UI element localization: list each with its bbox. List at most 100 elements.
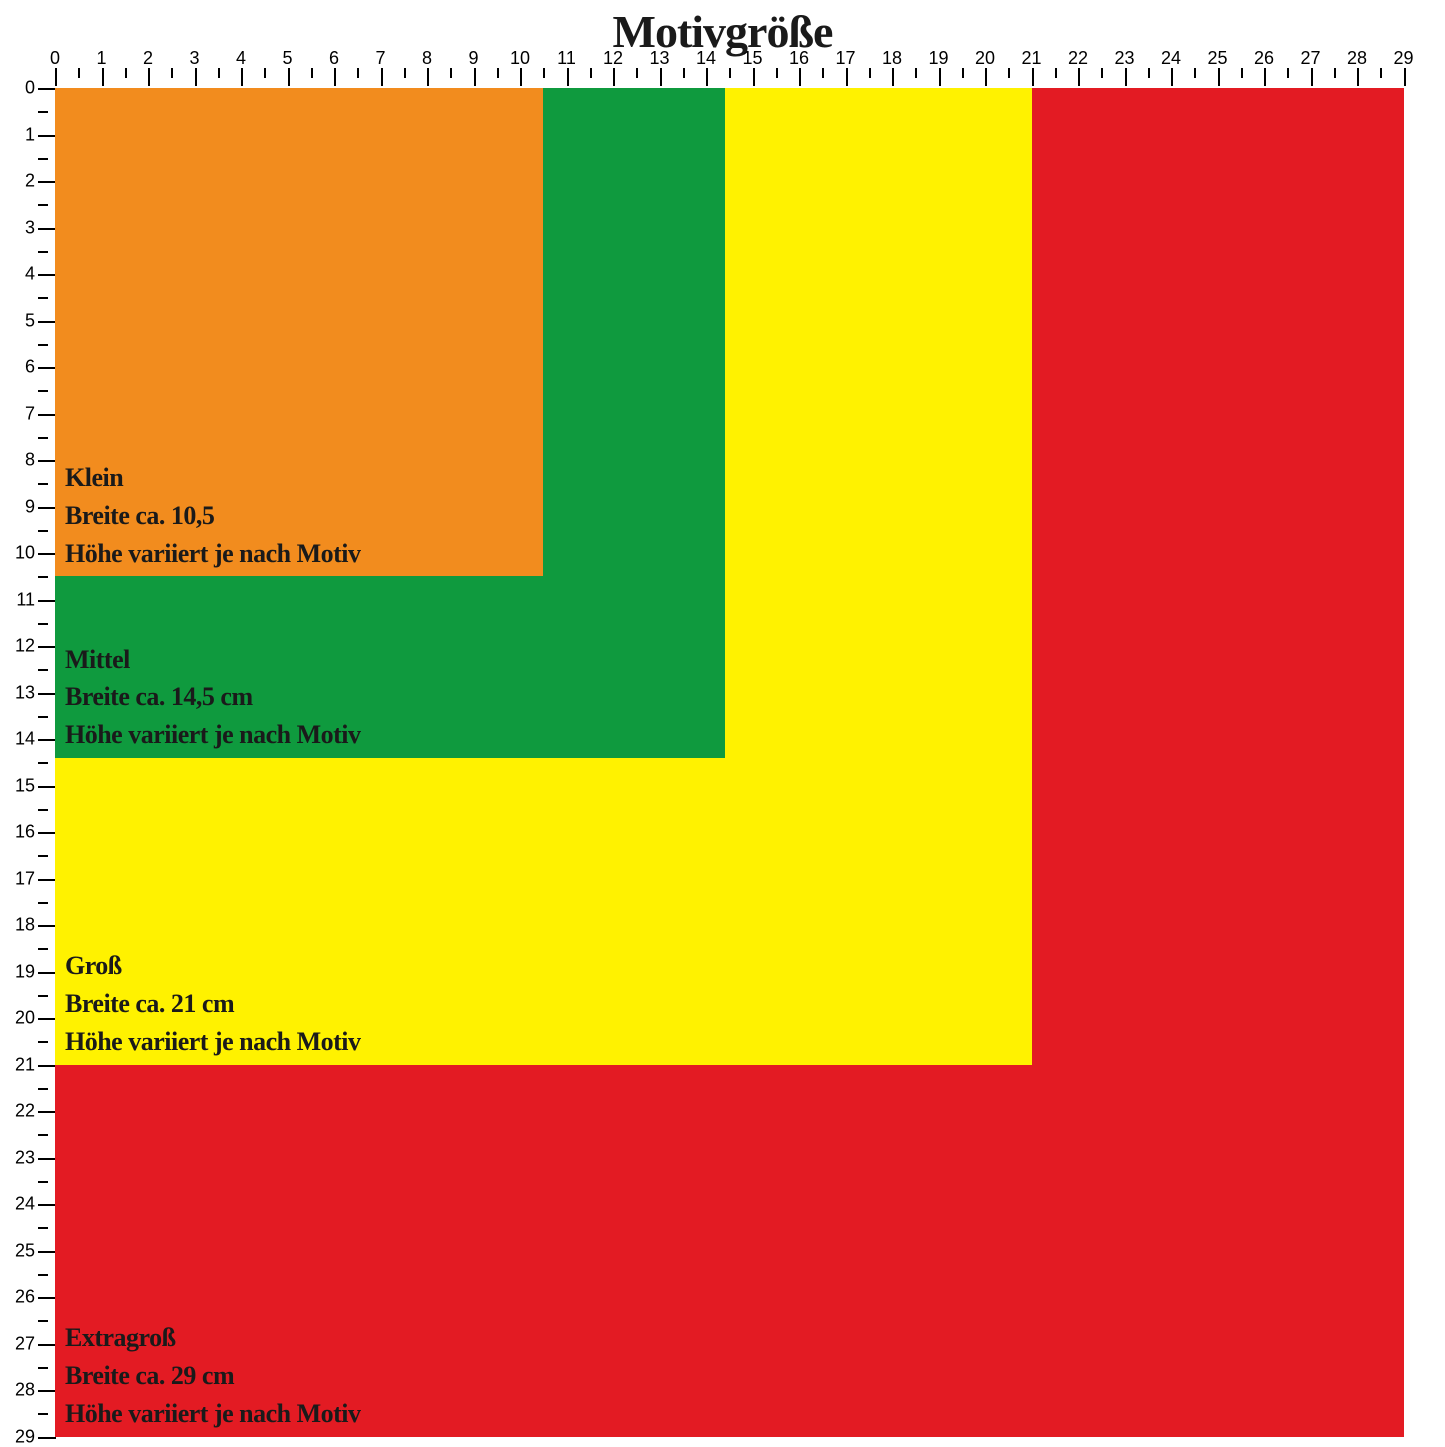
- ruler-h-tick: [381, 68, 383, 86]
- ruler-h-tick: [1078, 68, 1080, 86]
- ruler-v-label: 7: [25, 403, 35, 424]
- ruler-h-tick: [1264, 68, 1266, 86]
- ruler-h-tick: [1055, 68, 1057, 78]
- ruler-h-label: 7: [375, 48, 385, 69]
- ruler-h-tick: [218, 68, 220, 78]
- ruler-h-label: 13: [649, 48, 669, 69]
- ruler-v-tick: [38, 576, 48, 578]
- ruler-v-label: 1: [25, 124, 35, 145]
- ruler-v-label: 23: [15, 1147, 35, 1168]
- ruler-h-tick: [125, 68, 127, 78]
- ruler-h-tick: [660, 68, 662, 86]
- ruler-v-tick: [38, 135, 56, 137]
- ruler-v-tick: [38, 1367, 48, 1369]
- ruler-h-tick: [683, 68, 685, 78]
- ruler-h-label: 22: [1068, 48, 1088, 69]
- ruler-v-label: 2: [25, 171, 35, 192]
- ruler-h-label: 19: [928, 48, 948, 69]
- ruler-v-tick: [38, 1227, 48, 1229]
- ruler-v-tick: [38, 623, 48, 625]
- ruler-h-label: 16: [789, 48, 809, 69]
- ruler-h-tick: [497, 68, 499, 78]
- size-label-l: GroßBreite ca. 21 cmHöhe variiert je nac…: [65, 947, 361, 1060]
- ruler-v-tick: [38, 669, 48, 671]
- ruler-v-tick: [38, 483, 48, 485]
- ruler-v-label: 5: [25, 310, 35, 331]
- ruler-h-tick: [78, 68, 80, 78]
- ruler-v-tick: [38, 1065, 56, 1067]
- ruler-v-tick: [38, 925, 56, 927]
- ruler-v-tick: [38, 1041, 48, 1043]
- ruler-v-tick: [38, 88, 56, 90]
- ruler-v-tick: [38, 739, 56, 741]
- ruler-h-label: 12: [603, 48, 623, 69]
- ruler-h-label: 29: [1393, 48, 1413, 69]
- ruler-h-tick: [776, 68, 778, 78]
- ruler-h-tick: [892, 68, 894, 86]
- ruler-v-tick: [38, 762, 48, 764]
- ruler-h-label: 18: [882, 48, 902, 69]
- ruler-v-tick: [38, 1344, 56, 1346]
- ruler-h-label: 6: [329, 48, 339, 69]
- ruler-v-label: 0: [25, 78, 35, 99]
- size-name: Klein: [65, 459, 361, 497]
- ruler-h-label: 3: [189, 48, 199, 69]
- ruler-h-label: 11: [557, 48, 576, 69]
- ruler-v-label: 15: [15, 775, 35, 796]
- size-name: Extragroß: [65, 1319, 361, 1357]
- ruler-h-label: 0: [50, 48, 60, 69]
- ruler-h-tick: [753, 68, 755, 86]
- ruler-v-tick: [38, 111, 48, 113]
- ruler-h-tick: [915, 68, 917, 78]
- ruler-v-label: 10: [15, 543, 35, 564]
- ruler-h-tick: [1125, 68, 1127, 86]
- ruler-h-label: 8: [422, 48, 432, 69]
- ruler-v-label: 8: [25, 450, 35, 471]
- ruler-v-label: 6: [25, 357, 35, 378]
- ruler-h-label: 4: [236, 48, 246, 69]
- ruler-v-tick: [38, 321, 56, 323]
- ruler-h-tick: [520, 68, 522, 86]
- ruler-v-tick: [38, 1158, 56, 1160]
- ruler-h-tick: [264, 68, 266, 78]
- size-width: Breite ca. 14,5 cm: [65, 678, 361, 716]
- size-width: Breite ca. 21 cm: [65, 985, 361, 1023]
- ruler-v-tick: [38, 460, 56, 462]
- ruler-h-tick: [427, 68, 429, 86]
- ruler-h-tick: [706, 68, 708, 86]
- ruler-v-label: 29: [15, 1426, 35, 1447]
- ruler-v-tick: [38, 972, 56, 974]
- ruler-h-tick: [1404, 68, 1406, 86]
- ruler-v-tick: [38, 832, 56, 834]
- ruler-h-label: 20: [975, 48, 995, 69]
- ruler-h-tick: [241, 68, 243, 86]
- ruler-v-tick: [38, 1134, 48, 1136]
- ruler-v-tick: [38, 1181, 48, 1183]
- size-name: Groß: [65, 947, 361, 985]
- ruler-v-tick: [38, 204, 48, 206]
- ruler-v-label: 12: [15, 636, 35, 657]
- ruler-v-label: 19: [15, 961, 35, 982]
- ruler-v-tick: [38, 948, 48, 950]
- ruler-h-tick: [613, 68, 615, 86]
- ruler-h-tick: [55, 68, 57, 86]
- page-title: Motivgröße: [0, 5, 1445, 58]
- size-width: Breite ca. 29 cm: [65, 1357, 361, 1395]
- ruler-h-tick: [822, 68, 824, 78]
- ruler-h-tick: [869, 68, 871, 78]
- ruler-h-tick: [474, 68, 476, 86]
- ruler-v-label: 22: [15, 1101, 35, 1122]
- ruler-h-label: 1: [96, 48, 106, 69]
- ruler-v-tick: [38, 646, 56, 648]
- size-label-xl: ExtragroßBreite ca. 29 cmHöhe variiert j…: [65, 1319, 361, 1432]
- ruler-v-tick: [38, 1204, 56, 1206]
- ruler-h-tick: [962, 68, 964, 78]
- ruler-h-tick: [799, 68, 801, 86]
- ruler-h-tick: [334, 68, 336, 86]
- ruler-h-tick: [1032, 68, 1034, 86]
- ruler-h-tick: [636, 68, 638, 78]
- ruler-v-tick: [38, 530, 48, 532]
- ruler-h-label: 23: [1114, 48, 1134, 69]
- ruler-v-tick: [38, 716, 48, 718]
- ruler-v-tick: [38, 995, 48, 997]
